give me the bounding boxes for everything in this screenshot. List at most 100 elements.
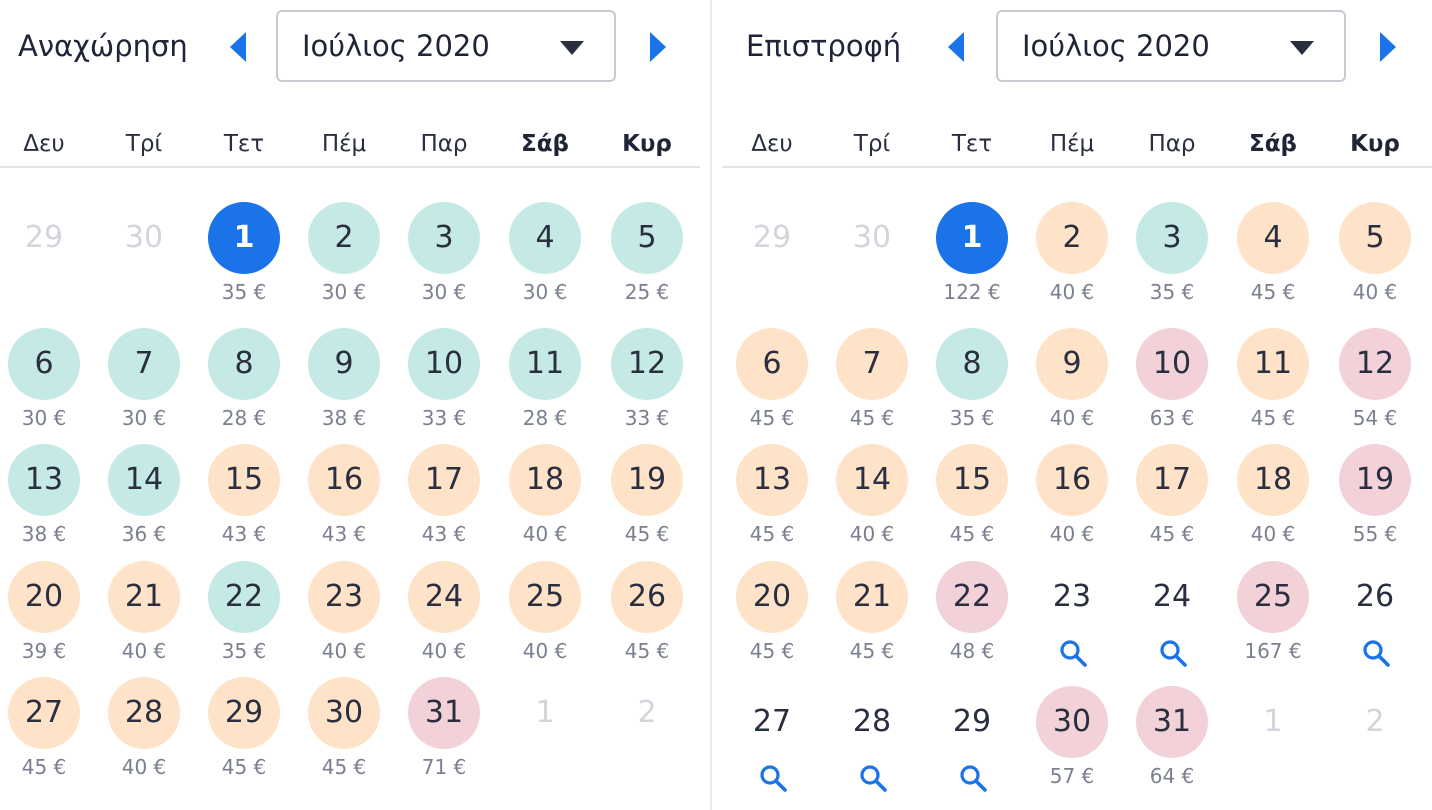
day-cell[interactable]: 2 40 €	[1022, 202, 1122, 312]
day-price: 45 €	[849, 406, 895, 430]
day-cell[interactable]: 29 45 €	[194, 677, 294, 787]
day-cell[interactable]: 4 45 €	[1223, 202, 1323, 312]
day-price: 36 €	[121, 522, 167, 546]
day-cell[interactable]: 14 36 €	[94, 444, 194, 554]
return-next-month-button[interactable]	[1374, 30, 1402, 64]
day-cell[interactable]: 13 45 €	[722, 444, 822, 554]
day-cell[interactable]: 4 30 €	[495, 202, 595, 312]
day-cell[interactable]: 8 35 €	[922, 328, 1022, 438]
search-icon[interactable]	[1059, 639, 1087, 667]
departure-prev-month-button[interactable]	[224, 30, 252, 64]
day-cell[interactable]: 21 40 €	[94, 561, 194, 671]
day-cell[interactable]: 30 45 €	[294, 677, 394, 787]
return-month-select[interactable]: Ιούλιος 2020	[996, 10, 1346, 82]
day-cell[interactable]: 20 39 €	[0, 561, 94, 671]
day-cell[interactable]: 15 43 €	[194, 444, 294, 554]
day-cell[interactable]: 25 167 €	[1223, 561, 1323, 671]
chevron-left-icon	[948, 32, 964, 62]
search-icon[interactable]	[1159, 639, 1187, 667]
day-price: 45 €	[1149, 522, 1195, 546]
day-cell[interactable]: 6 30 €	[0, 328, 94, 438]
day-cell[interactable]: 17 45 €	[1122, 444, 1222, 554]
day-cell[interactable]: 12 54 €	[1325, 328, 1425, 438]
day-number: 8	[936, 328, 1008, 400]
day-cell[interactable]: 26	[1325, 561, 1425, 671]
day-number: 14	[108, 444, 180, 516]
departure-weekday-row: Δευ Τρί Τετ Πέμ Παρ Σάβ Κυρ	[0, 120, 700, 168]
day-cell[interactable]: 3 30 €	[394, 202, 494, 312]
day-cell[interactable]: 11 45 €	[1223, 328, 1323, 438]
day-cell[interactable]: 8 28 €	[194, 328, 294, 438]
day-price: 35 €	[221, 280, 267, 304]
day-cell[interactable]: 7 45 €	[822, 328, 922, 438]
day-cell[interactable]: 19 55 €	[1325, 444, 1425, 554]
departure-next-month-button[interactable]	[644, 30, 672, 64]
day-number: 17	[1136, 444, 1208, 516]
search-icon[interactable]	[859, 764, 887, 792]
day-number: 29	[208, 677, 280, 749]
day-cell[interactable]: 21 45 €	[822, 561, 922, 671]
day-cell[interactable]: 23 40 €	[294, 561, 394, 671]
day-cell[interactable]: 5 40 €	[1325, 202, 1425, 312]
day-number: 18	[509, 444, 581, 516]
day-cell[interactable]: 13 38 €	[0, 444, 94, 554]
day-number: 13	[8, 444, 80, 516]
day-cell: 2	[597, 677, 697, 787]
day-cell[interactable]: 27	[722, 686, 822, 796]
day-cell[interactable]: 3 35 €	[1122, 202, 1222, 312]
day-cell[interactable]: 22 48 €	[922, 561, 1022, 671]
day-cell[interactable]: 11 28 €	[495, 328, 595, 438]
day-cell[interactable]: 7 30 €	[94, 328, 194, 438]
weekday-tue: Τρί	[125, 131, 163, 157]
day-cell[interactable]: 19 45 €	[597, 444, 697, 554]
weekday-sat: Σάβ	[521, 131, 569, 157]
day-price: 35 €	[1149, 280, 1195, 304]
search-icon[interactable]	[959, 764, 987, 792]
day-cell[interactable]: 18 40 €	[495, 444, 595, 554]
day-cell[interactable]: 16 43 €	[294, 444, 394, 554]
day-price: 45 €	[849, 639, 895, 663]
day-number: 30	[852, 220, 892, 255]
day-cell[interactable]: 5 25 €	[597, 202, 697, 312]
return-prev-month-button[interactable]	[942, 30, 970, 64]
day-cell[interactable]: 10 63 €	[1122, 328, 1222, 438]
day-cell[interactable]: 6 45 €	[722, 328, 822, 438]
day-cell[interactable]: 9 40 €	[1022, 328, 1122, 438]
search-icon[interactable]	[759, 764, 787, 792]
day-cell[interactable]: 30 57 €	[1022, 686, 1122, 796]
day-cell[interactable]: 16 40 €	[1022, 444, 1122, 554]
day-cell[interactable]: 31 71 €	[394, 677, 494, 787]
day-cell[interactable]: 24	[1122, 561, 1222, 671]
day-number: 9	[308, 328, 380, 400]
day-cell[interactable]: 1 35 €	[194, 202, 294, 312]
day-cell[interactable]: 2 30 €	[294, 202, 394, 312]
departure-month-select[interactable]: Ιούλιος 2020	[276, 10, 616, 82]
day-cell[interactable]: 23	[1022, 561, 1122, 671]
day-cell[interactable]: 18 40 €	[1223, 444, 1323, 554]
day-cell[interactable]: 14 40 €	[822, 444, 922, 554]
weekday-sat: Σάβ	[1249, 131, 1297, 157]
day-cell[interactable]: 22 35 €	[194, 561, 294, 671]
day-cell[interactable]: 15 45 €	[922, 444, 1022, 554]
day-cell[interactable]: 31 64 €	[1122, 686, 1222, 796]
day-cell[interactable]: 17 43 €	[394, 444, 494, 554]
day-cell[interactable]: 1 122 €	[922, 202, 1022, 312]
day-number: 12	[1339, 328, 1411, 400]
day-price: 45 €	[624, 522, 670, 546]
search-icon[interactable]	[1362, 639, 1390, 667]
day-cell[interactable]: 27 45 €	[0, 677, 94, 787]
day-cell[interactable]: 26 45 €	[597, 561, 697, 671]
day-cell[interactable]: 12 33 €	[597, 328, 697, 438]
day-number: 19	[1339, 444, 1411, 516]
day-number: 7	[108, 328, 180, 400]
day-cell[interactable]: 24 40 €	[394, 561, 494, 671]
day-cell[interactable]: 29	[922, 686, 1022, 796]
day-price: 25 €	[624, 280, 670, 304]
day-cell[interactable]: 20 45 €	[722, 561, 822, 671]
day-cell[interactable]: 9 38 €	[294, 328, 394, 438]
day-cell[interactable]: 10 33 €	[394, 328, 494, 438]
day-price: 28 €	[221, 406, 267, 430]
day-cell[interactable]: 28	[822, 686, 922, 796]
day-cell[interactable]: 25 40 €	[495, 561, 595, 671]
day-cell[interactable]: 28 40 €	[94, 677, 194, 787]
